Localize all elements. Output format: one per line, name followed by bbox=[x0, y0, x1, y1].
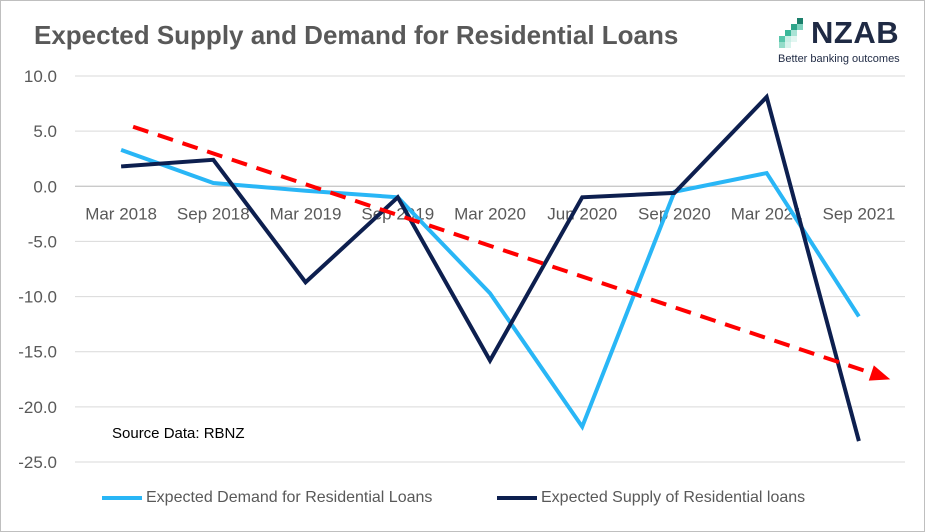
logo-tagline: Better banking outcomes bbox=[778, 53, 900, 65]
x-tick-label: Mar 2018 bbox=[85, 204, 157, 223]
x-tick-label: Sep 2020 bbox=[638, 204, 711, 223]
source-note: Source Data: RBNZ bbox=[112, 425, 245, 442]
legend-item-supply: Expected Supply of Residential loans bbox=[497, 489, 805, 507]
y-tick-label: 0.0 bbox=[33, 177, 57, 196]
x-tick-label: Mar 2021 bbox=[731, 204, 803, 223]
y-tick-label: -15.0 bbox=[18, 343, 57, 362]
x-tick-label: Sep 2018 bbox=[177, 204, 250, 223]
y-tick-label: -25.0 bbox=[18, 453, 57, 472]
x-tick-label: Mar 2020 bbox=[454, 204, 526, 223]
y-tick-label: 5.0 bbox=[33, 122, 57, 141]
logo-name: NZAB bbox=[811, 15, 900, 50]
chart-title: Expected Supply and Demand for Residenti… bbox=[34, 20, 679, 50]
x-tick-label: Jun 2020 bbox=[547, 204, 617, 223]
y-tick-label: 10.0 bbox=[24, 67, 57, 86]
legend-label-demand: Expected Demand for Residential Loans bbox=[146, 489, 433, 506]
nzab-logo: NZAB Better banking outcomes bbox=[777, 15, 907, 66]
legend-swatch-supply bbox=[497, 495, 537, 500]
trend-arrowhead-icon bbox=[868, 365, 891, 381]
legend-item-demand: Expected Demand for Residential Loans bbox=[102, 489, 432, 507]
y-tick-label: -20.0 bbox=[18, 398, 57, 417]
legend-swatch-demand bbox=[102, 495, 142, 500]
y-tick-label: -10.0 bbox=[18, 288, 57, 307]
x-tick-label: Sep 2021 bbox=[822, 204, 895, 223]
y-tick-label: -5.0 bbox=[28, 232, 57, 251]
x-tick-label: Mar 2019 bbox=[270, 204, 342, 223]
trend-line bbox=[132, 124, 878, 377]
legend-label-supply: Expected Supply of Residential loans bbox=[541, 489, 806, 506]
series-line-supply bbox=[120, 93, 861, 442]
series-line-demand bbox=[120, 148, 861, 431]
nzab-logo-mark-icon bbox=[779, 18, 803, 48]
